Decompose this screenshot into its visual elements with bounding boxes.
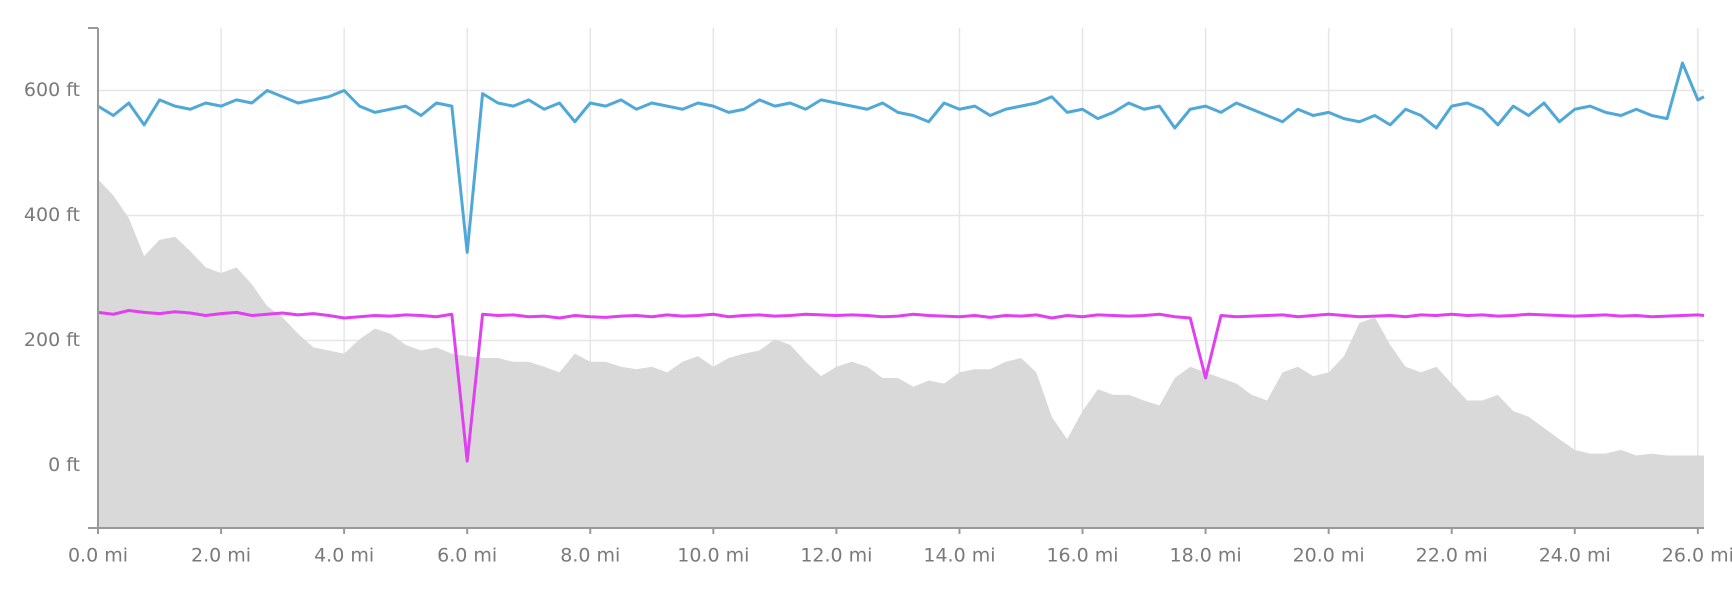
x-tick-label: 12.0 mi xyxy=(800,545,872,567)
x-tick-label: 24.0 mi xyxy=(1539,545,1611,567)
y-tick-label: 200 ft xyxy=(24,329,80,351)
x-tick-label: 0.0 mi xyxy=(68,545,128,567)
x-tick-label: 22.0 mi xyxy=(1416,545,1488,567)
x-tick-label: 16.0 mi xyxy=(1046,545,1118,567)
y-tick-label: 600 ft xyxy=(24,79,80,101)
x-tick-label: 18.0 mi xyxy=(1170,545,1242,567)
x-tick-label: 6.0 mi xyxy=(437,545,497,567)
marks xyxy=(97,61,1705,528)
x-tick-label: 14.0 mi xyxy=(923,545,995,567)
axes: 0 ft 200 ft 400 ft 600 ft 0.0 mi 2.0 mi 4.0 mi… xyxy=(24,27,1732,567)
x-tick-label: 26.0 mi xyxy=(1662,545,1732,567)
x-tick-label: 2.0 mi xyxy=(191,545,251,567)
x-tick-label: 4.0 mi xyxy=(314,545,374,567)
y-tick-label: 400 ft xyxy=(24,204,80,226)
x-tick-label: 8.0 mi xyxy=(560,545,620,567)
x-tick-label: 20.0 mi xyxy=(1293,545,1365,567)
line xyxy=(97,61,1705,254)
x-tick-label: 10.0 mi xyxy=(677,545,749,567)
y-tick-label: 0 ft xyxy=(48,454,80,476)
area xyxy=(98,179,1704,528)
line xyxy=(97,309,1705,463)
